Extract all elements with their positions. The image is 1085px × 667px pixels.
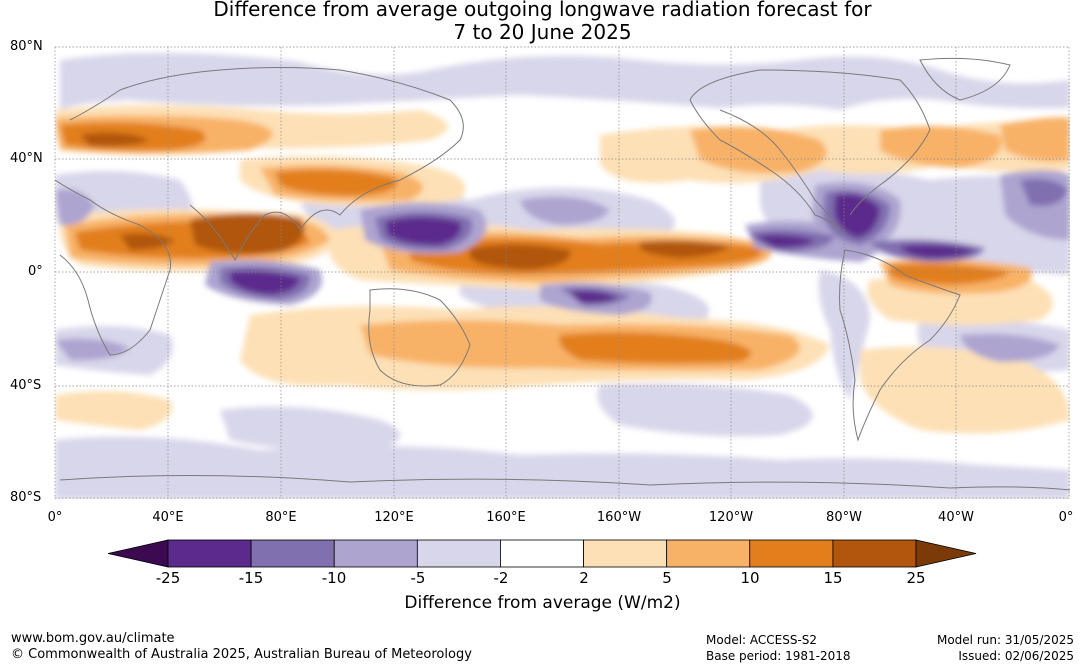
coastline-australia [368,288,471,387]
lon-label-0-end: 0° [1058,510,1074,525]
colorbar-tick: -5 [410,569,426,587]
footer-model: Model: ACCESS-S2 [706,633,818,647]
colorbar-label: Difference from average (W/m2) [404,593,681,613]
lon-label-80e: 80°E [265,510,297,525]
colorbar-cell [583,539,668,568]
coastline-greenland [919,57,1011,101]
coastline-eurasia [69,67,464,262]
lon-label-120e: 120°E [374,510,414,525]
colorbar-cell [666,539,751,568]
coastlines [55,57,1070,491]
lon-label-120w: 120°W [708,510,754,525]
colorbar-tick: -15 [238,569,264,587]
footer-copyright: © Commonwealth of Australia 2025, Austra… [11,647,472,662]
lon-label-80w: 80°W [826,510,862,525]
map-title-line-2: 7 to 20 June 2025 [453,20,632,44]
colorbar-extend-high [915,539,977,568]
anomaly-band-15-to-25 [80,132,730,270]
footer-base-period: Base period: 1981-2018 [706,649,851,663]
lon-label-0: 0° [47,510,63,525]
footer-issued: Issued: 02/06/2025 [958,649,1074,663]
colorbar-tick: 2 [579,569,589,587]
coastline-africa [55,179,172,356]
coastline-antarctica [59,474,1070,491]
colorbar-cell [832,539,917,568]
graticule [54,46,1070,499]
colorbar-cell [333,539,418,568]
colorbar [107,539,977,568]
lon-label-40e: 40°E [152,510,184,525]
colorbar-tick: 15 [823,569,843,587]
colorbar-cell [416,539,501,568]
colorbar-tick: -25 [155,569,181,587]
colorbar-cell [250,539,335,568]
lat-label-40n: 40°N [10,151,43,166]
colorbar-cell [167,539,252,568]
colorbar-tick: 5 [662,569,672,587]
anomaly-field [55,52,1070,499]
footer-website: www.bom.gov.au/climate [11,631,175,646]
colorbar-cell [749,539,834,568]
coastline-south-america [839,249,961,442]
colorbar-cell [500,539,584,568]
colorbar-tick: 25 [906,569,926,587]
lat-label-80n: 80°N [10,39,43,54]
colorbar-tick: -10 [321,569,347,587]
map-title-line-1: Difference from average outgoing longwav… [213,0,872,21]
lon-label-160e: 160°E [486,510,526,525]
lon-label-40w: 40°W [938,510,974,525]
anomaly-band-minus-25-to-15 [230,193,975,304]
lon-label-160w: 160°W [596,510,642,525]
colorbar-extend-low [107,539,169,568]
coastline-north-america [689,69,931,233]
colorbar-tick: 10 [740,569,760,587]
lat-label-equator: 0° [28,264,43,279]
lat-label-40s: 40°S [10,378,42,393]
footer-model-run: Model run: 31/05/2025 [936,633,1074,647]
colorbar-tick: -2 [493,569,509,587]
olr-anomaly-map [54,46,1070,499]
lat-label-80s: 80°S [10,490,42,505]
